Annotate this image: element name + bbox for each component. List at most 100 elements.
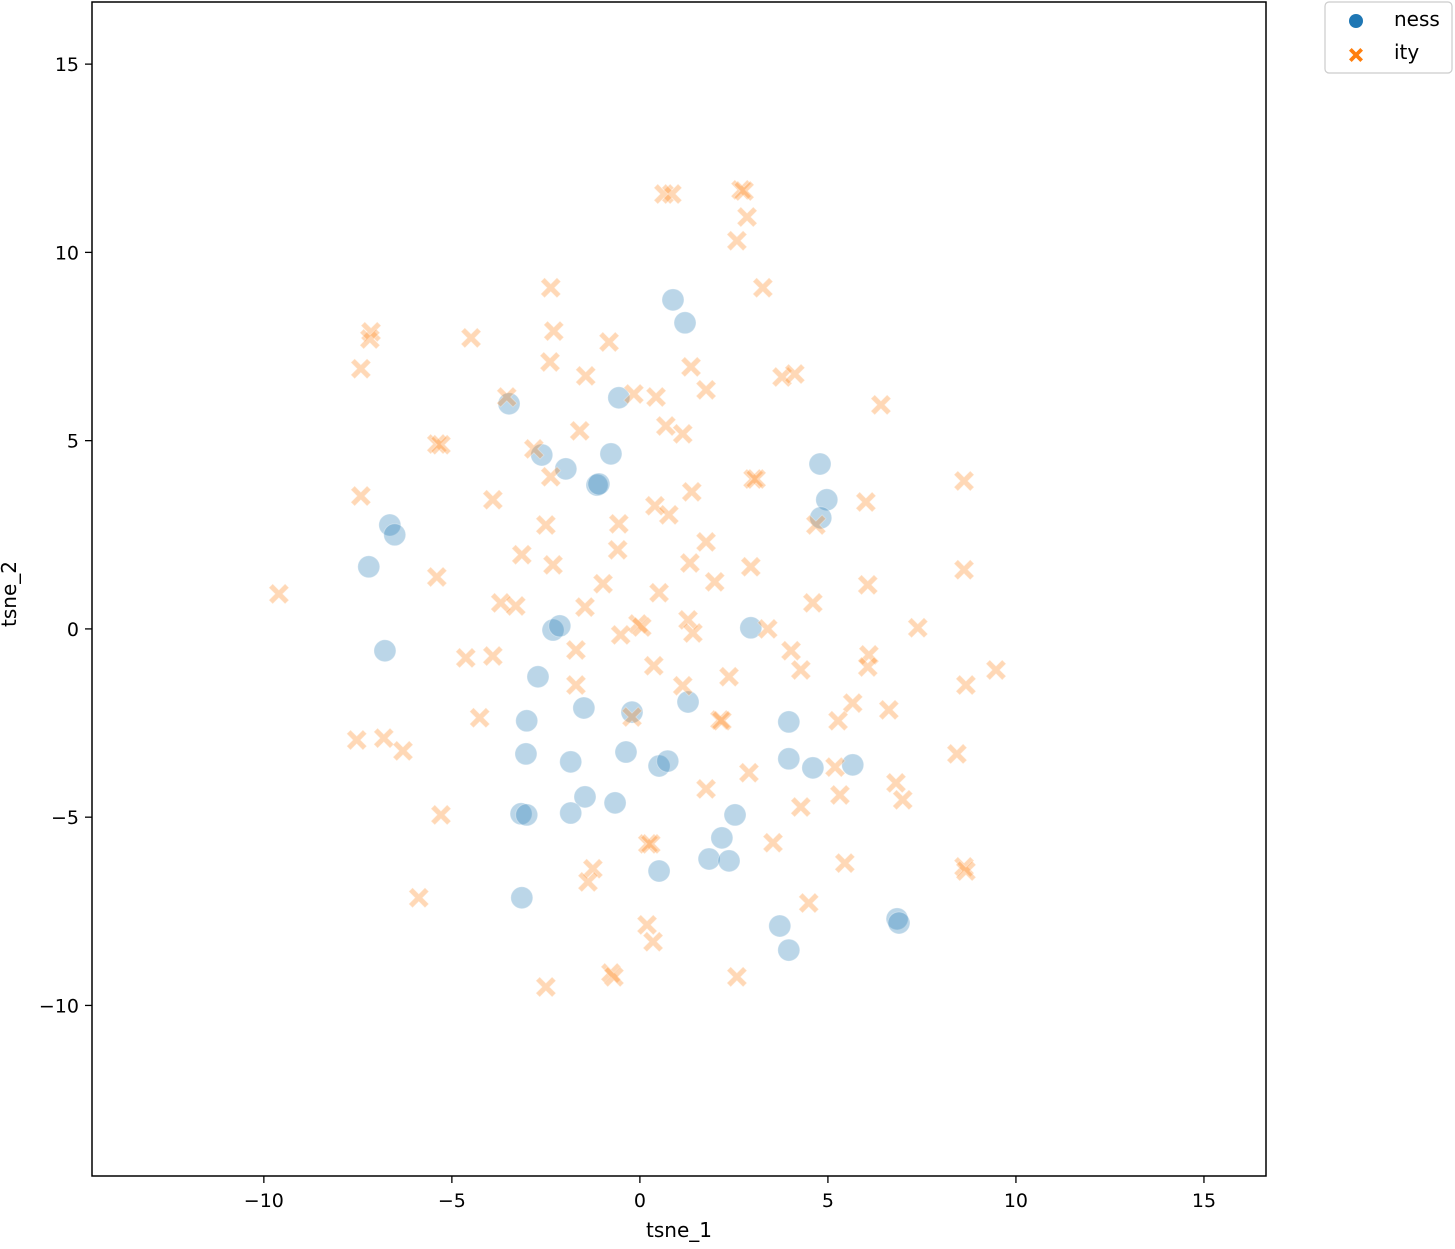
point-ity bbox=[640, 833, 662, 855]
point-ity bbox=[704, 571, 726, 593]
point-ness bbox=[515, 803, 539, 827]
point-ity bbox=[771, 366, 793, 388]
point-ness bbox=[559, 801, 583, 825]
point-ity bbox=[953, 559, 975, 581]
point-ity bbox=[535, 976, 557, 998]
point-ity bbox=[543, 320, 565, 342]
point-ness bbox=[573, 785, 597, 809]
point-ity bbox=[426, 433, 448, 455]
point-ity bbox=[496, 386, 518, 408]
point-ness bbox=[809, 506, 833, 530]
point-ity bbox=[565, 639, 587, 661]
point-ity bbox=[460, 327, 482, 349]
point-ity bbox=[655, 415, 677, 437]
point-ity bbox=[661, 183, 683, 205]
point-ity bbox=[738, 762, 760, 784]
point-ity bbox=[575, 365, 597, 387]
y-axis: −10 −5 0 5 10 15 bbox=[39, 54, 92, 1017]
x-tick-label: 5 bbox=[822, 1190, 834, 1212]
point-ity bbox=[730, 179, 752, 201]
point-ity bbox=[858, 644, 880, 666]
point-ness bbox=[373, 639, 397, 663]
point-ity bbox=[827, 710, 849, 732]
point-ity bbox=[482, 489, 504, 511]
y-tick-label: 0 bbox=[67, 619, 79, 641]
y-axis-label: tsne_2 bbox=[0, 561, 21, 627]
point-ness bbox=[585, 473, 609, 497]
point-ity bbox=[430, 434, 452, 456]
point-ness bbox=[357, 555, 381, 579]
point-ness bbox=[801, 756, 825, 780]
point-ity bbox=[468, 707, 491, 729]
point-ness bbox=[572, 696, 596, 720]
point-ity bbox=[621, 706, 643, 728]
point-ness bbox=[614, 740, 638, 764]
point-ity bbox=[505, 595, 527, 617]
point-ity bbox=[726, 230, 748, 252]
point-ness bbox=[599, 442, 623, 466]
point-ity bbox=[762, 832, 784, 854]
x-tick-label: −10 bbox=[244, 1190, 284, 1212]
point-ness bbox=[510, 886, 534, 910]
point-ity bbox=[592, 573, 614, 595]
point-ity bbox=[682, 622, 704, 644]
point-ity bbox=[829, 784, 851, 806]
point-ity bbox=[681, 481, 703, 503]
point-ity bbox=[569, 420, 591, 442]
point-ity bbox=[842, 692, 864, 714]
point-ity bbox=[878, 699, 900, 721]
point-ity bbox=[695, 379, 717, 401]
point-ity bbox=[523, 438, 545, 460]
point-ity bbox=[542, 554, 564, 576]
point-ity bbox=[953, 470, 975, 492]
point-ity bbox=[870, 394, 892, 416]
point-ity bbox=[540, 277, 562, 299]
point-ity bbox=[426, 566, 448, 588]
point-ity bbox=[742, 468, 764, 490]
point-ity bbox=[718, 666, 740, 688]
plot-frame bbox=[91, 1, 1267, 1177]
y-tick-label: −5 bbox=[51, 807, 79, 829]
point-ity bbox=[610, 624, 632, 646]
point-ity bbox=[790, 659, 812, 681]
point-ness bbox=[777, 747, 801, 771]
point-ity bbox=[490, 592, 512, 614]
point-ity bbox=[360, 321, 382, 343]
point-ness bbox=[656, 749, 680, 773]
point-ity bbox=[953, 856, 975, 878]
point-ity bbox=[802, 592, 824, 614]
legend-label-ness: ness bbox=[1394, 7, 1440, 31]
point-ity bbox=[857, 656, 879, 678]
point-ity bbox=[408, 887, 430, 909]
x-tick-label: −5 bbox=[438, 1190, 466, 1212]
point-ity bbox=[798, 892, 820, 914]
point-ness bbox=[647, 754, 671, 778]
point-ity bbox=[695, 778, 717, 800]
point-ness bbox=[885, 907, 909, 931]
legend-marker-ness bbox=[1349, 14, 1363, 28]
point-ness bbox=[673, 311, 697, 335]
point-ity bbox=[740, 556, 762, 578]
point-ness bbox=[676, 690, 700, 714]
point-ness bbox=[530, 443, 554, 467]
point-ity bbox=[268, 583, 290, 605]
point-ity bbox=[658, 504, 680, 526]
point-ity bbox=[608, 513, 630, 535]
point-ity bbox=[392, 740, 414, 762]
point-ity bbox=[885, 772, 907, 794]
point-ness bbox=[739, 616, 763, 640]
x-axis-label: tsne_1 bbox=[646, 1218, 712, 1242]
x-tick-label: 10 bbox=[1004, 1190, 1028, 1212]
legend-label-ity: ity bbox=[1394, 40, 1419, 64]
point-ity bbox=[648, 582, 670, 604]
point-ity bbox=[350, 485, 372, 507]
y-tick-label: 10 bbox=[55, 242, 79, 264]
point-ity bbox=[757, 618, 779, 640]
point-ity bbox=[780, 640, 802, 662]
point-ity bbox=[805, 514, 827, 536]
x-axis: −10 −5 0 5 10 15 bbox=[244, 1176, 1216, 1212]
point-ity bbox=[637, 833, 659, 855]
point-ness bbox=[815, 488, 839, 512]
point-ity bbox=[955, 860, 977, 882]
point-ness bbox=[777, 938, 801, 962]
